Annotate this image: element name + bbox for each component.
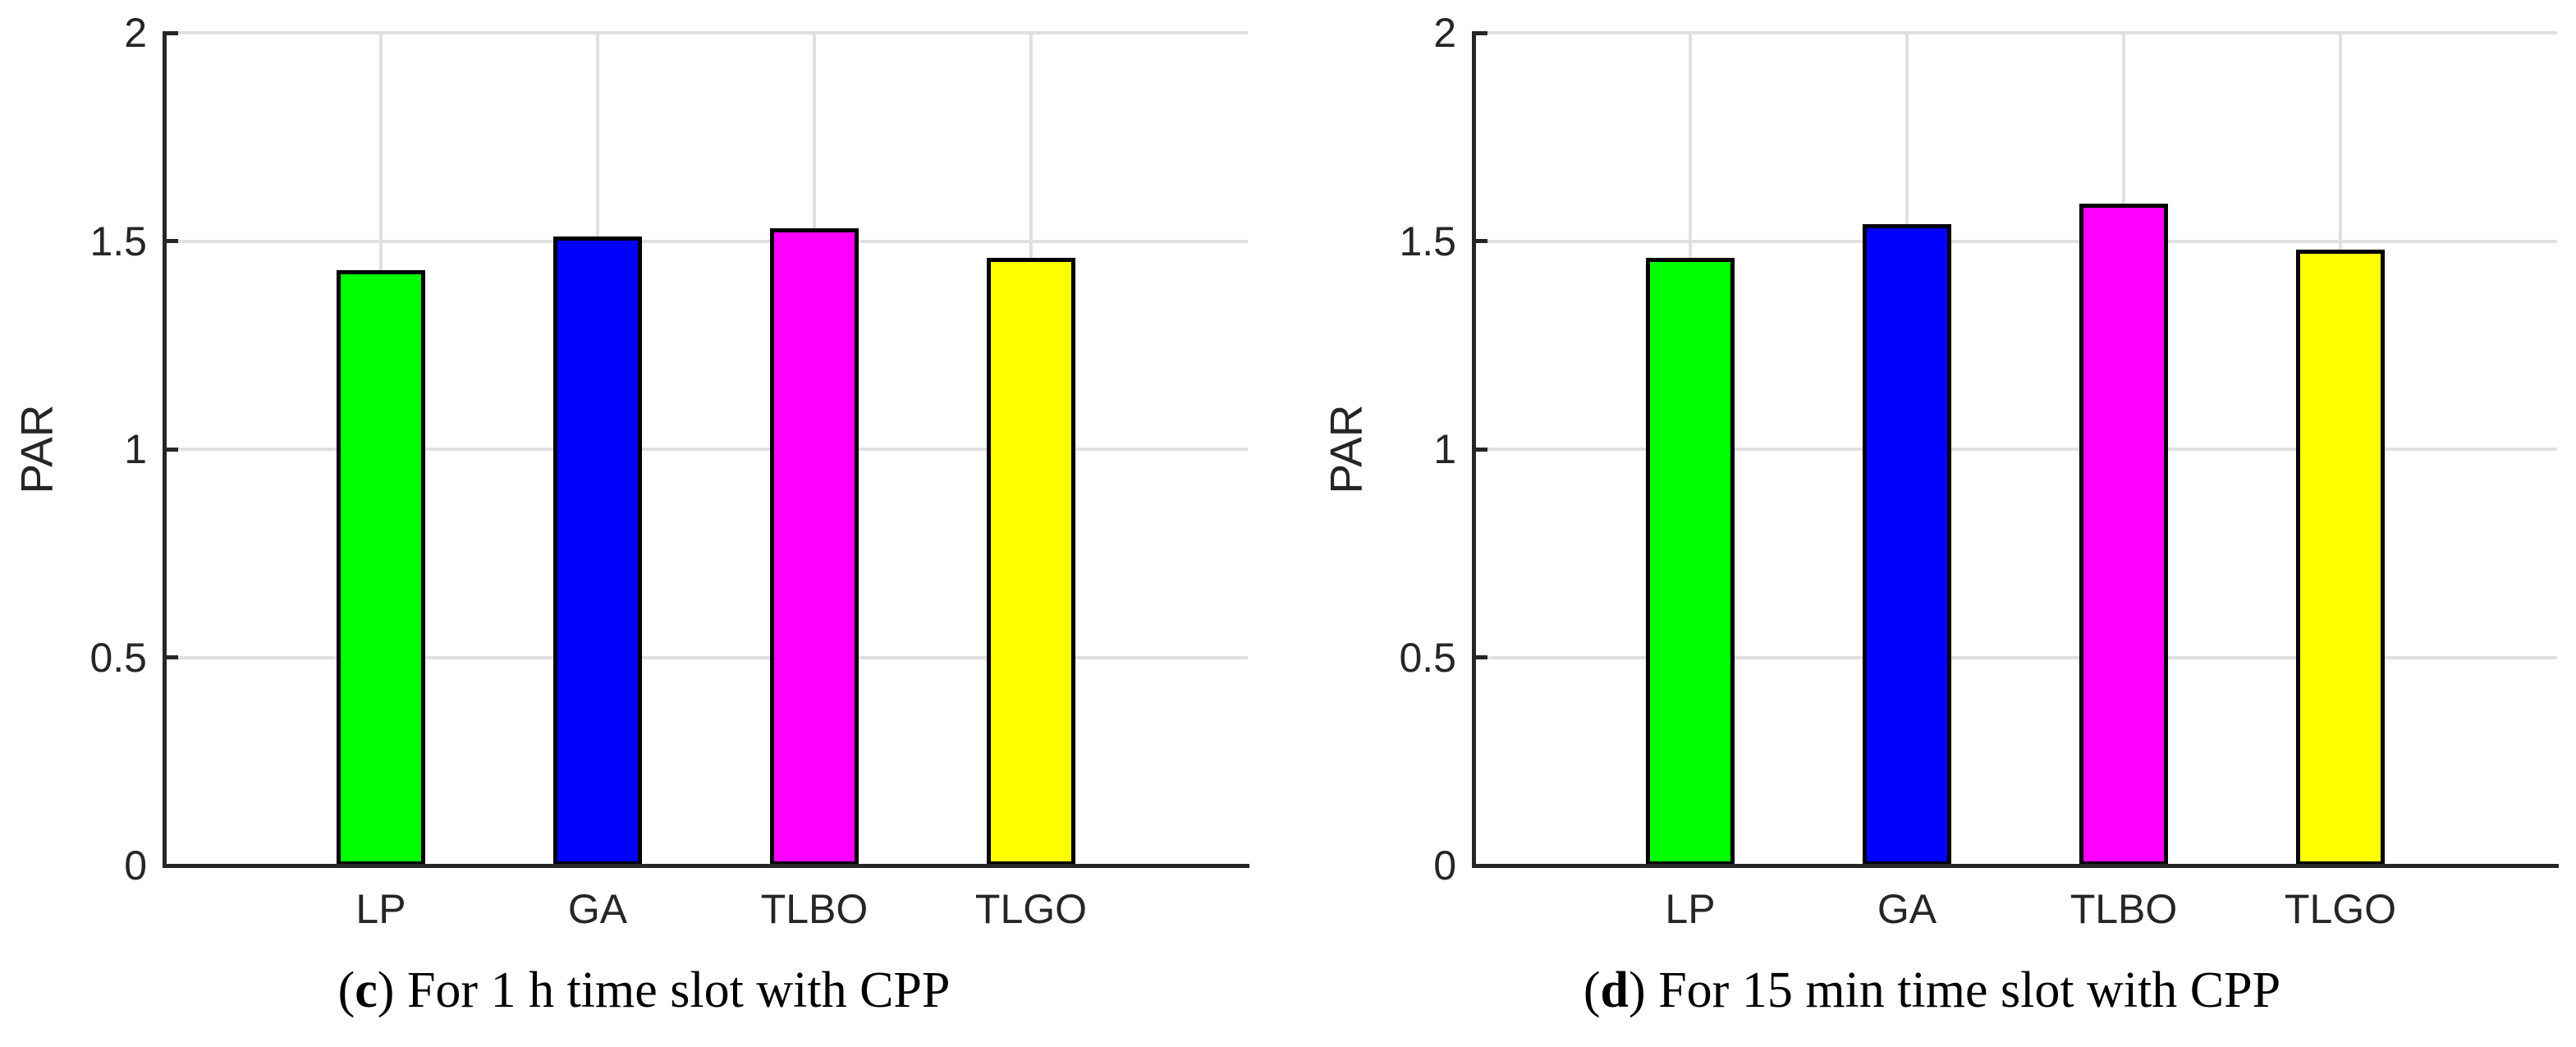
gridline-y-2 (164, 31, 1248, 34)
x-tick-label-lp: LP (1665, 886, 1716, 932)
y-tick-label-1-5: 1.5 (1399, 218, 1456, 264)
x-tick-label-tlgo: TLGO (2284, 886, 2397, 932)
x-axis (1472, 864, 2559, 868)
panel-caption: (c) For 1 h time slot with CPP (0, 962, 1288, 1018)
y-tick-label-0-5: 0.5 (1399, 634, 1456, 681)
gridline-y-0.5 (164, 655, 1248, 659)
bar-tlgo (2296, 249, 2385, 866)
gridline-y-1 (1474, 448, 2557, 451)
gridline-y-1.5 (1474, 239, 2557, 243)
y-tick-2 (1474, 30, 1487, 35)
y-tick-label-1: 1 (124, 426, 147, 472)
panel-caption: (d) For 15 min time slot with CPP (1288, 962, 2576, 1018)
y-tick-1 (1474, 447, 1487, 452)
x-tick-label-tlgo: TLGO (974, 886, 1088, 932)
bar-tlgo (987, 257, 1075, 866)
x-tick-label-lp: LP (355, 886, 406, 932)
x-tick-label-tlbo: TLBO (760, 886, 869, 932)
bar-ga (553, 236, 642, 866)
y-tick-1.5 (164, 239, 178, 243)
gridline-y-0.5 (1474, 655, 2557, 659)
bar-lp (1646, 257, 1735, 866)
y-axis (163, 31, 167, 867)
y-tick-label-1: 1 (1433, 426, 1456, 472)
y-tick-label-2: 2 (124, 10, 147, 56)
y-axis-label: PAR (11, 404, 62, 494)
y-tick-label-0: 0 (1433, 843, 1456, 889)
y-tick-0.5 (164, 655, 178, 659)
x-tick-label-ga: GA (1877, 886, 1937, 932)
x-tick-label-ga: GA (567, 886, 628, 932)
caption-text: For 15 min time slot with CPP (1658, 962, 2281, 1018)
bar-ga (1863, 224, 1951, 866)
y-tick-label-0-5: 0.5 (89, 634, 147, 681)
caption-close-paren: ) (377, 962, 407, 1018)
bar-tlbo (770, 228, 859, 866)
bar-tlbo (2079, 203, 2168, 866)
y-tick-0.5 (1474, 655, 1487, 659)
y-tick-label-2: 2 (1433, 10, 1456, 56)
caption-panel-letter: d (1600, 962, 1629, 1018)
gridline-y-1 (164, 448, 1248, 451)
y-tick-1.5 (1474, 239, 1487, 243)
y-tick-label-0: 0 (124, 843, 147, 889)
gridline-y-1.5 (164, 239, 1248, 243)
y-axis (1472, 31, 1476, 867)
panel-d: 0 0.5 1 1.5 2 LP GA TLBO TLGO PAR (d) For 15 min t… (1288, 0, 2576, 1047)
caption-open-paren: ( (337, 962, 355, 1018)
y-tick-label-1-5: 1.5 (89, 218, 147, 264)
panel-c: 0 0.5 1 1.5 2 LP GA TLBO TLGO PAR (c) For 1 h time… (0, 10, 1288, 1018)
y-axis-label: PAR (1320, 404, 1372, 494)
y-tick-2 (164, 30, 178, 35)
caption-panel-letter: c (355, 962, 378, 1018)
x-tick-label-tlbo: TLBO (2070, 886, 2178, 932)
x-axis (163, 864, 1249, 868)
caption-text: For 1 h time slot with CPP (406, 962, 951, 1018)
bar-lp (337, 269, 425, 866)
y-tick-1 (164, 447, 178, 452)
gridline-y-2 (1474, 31, 2557, 34)
caption-close-paren: ) (1629, 962, 1659, 1018)
caption-open-paren: ( (1583, 962, 1601, 1018)
